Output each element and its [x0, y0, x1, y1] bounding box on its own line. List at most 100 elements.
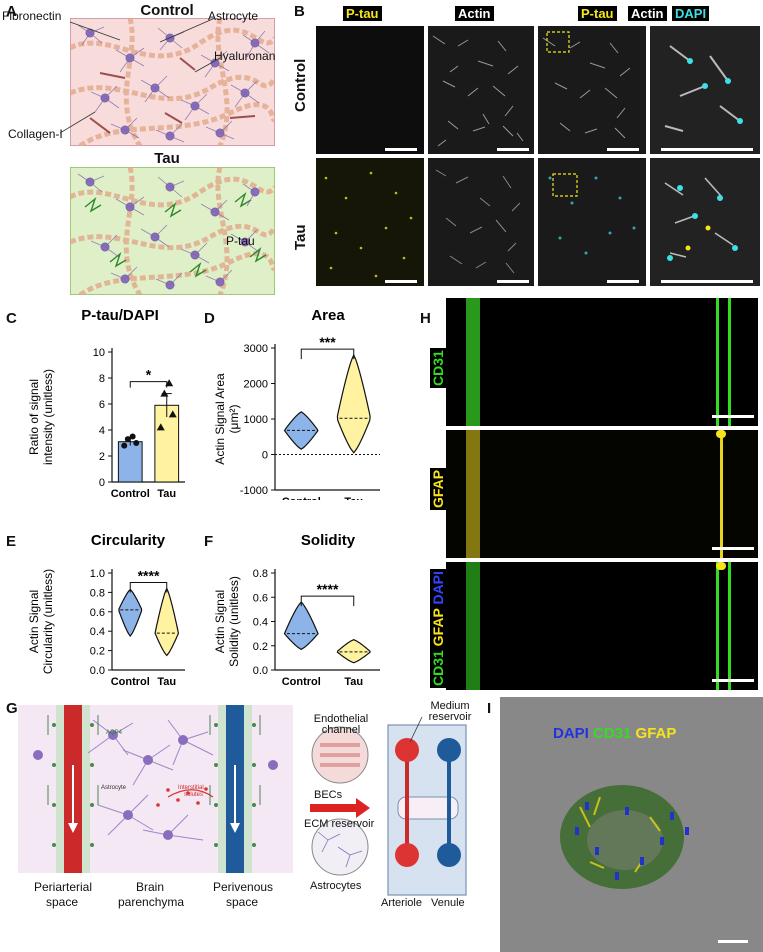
row-label-cd31: CD31: [430, 348, 446, 388]
bar: [117, 441, 143, 483]
label-astrocytes: Astrocytes: [310, 880, 362, 892]
scale-bar: [497, 148, 529, 151]
y-axis-label: Actin Signal Area: [213, 373, 227, 465]
data-point: [133, 440, 140, 446]
channel-label-actin: Actin: [455, 6, 494, 21]
label-fibronectin: Fibronectin: [2, 9, 62, 23]
y-tick-label: 0.2: [253, 641, 268, 653]
channel-label-ptau: P-tau: [343, 6, 382, 21]
y-tick-label: 0: [262, 450, 268, 462]
violin-shape: [118, 588, 143, 638]
micrograph-tau-actin: [428, 158, 534, 286]
x-tick-label: Tau: [157, 676, 176, 688]
data-point: [121, 442, 128, 449]
chart-title: Area: [311, 307, 345, 324]
label-cd31-i: CD31: [593, 725, 632, 742]
scale-bar: [661, 148, 753, 151]
label-gfap-i: GFAP: [635, 725, 677, 742]
scale-bar: [385, 280, 417, 283]
micrograph-control-zoom: [650, 26, 760, 154]
y-tick-label: -1000: [240, 485, 268, 497]
matrix-tau-illustration: [70, 167, 275, 295]
violin-shape: [336, 639, 371, 664]
label-brain: Brain: [136, 880, 165, 894]
y-tick-label: 0.2: [90, 646, 105, 658]
data-point: [129, 433, 136, 440]
scale-bar: [712, 547, 754, 550]
micrograph-cd31: [446, 298, 758, 426]
micrograph-tau-merge: [538, 158, 646, 286]
row-label-merge: CD31 GFAP DAPI: [430, 569, 446, 688]
y-tick-label: 10: [93, 347, 105, 359]
label-dapi: DAPI: [430, 571, 446, 605]
violin-shape: [336, 353, 371, 454]
y-axis-label: Solidity (unitless): [227, 576, 241, 667]
channel-label-merge-dapi: DAPI: [672, 6, 710, 21]
label-gfap: GFAP: [430, 608, 446, 647]
label-collagen: Collagen-I: [8, 127, 63, 141]
violin-shape: [283, 411, 319, 450]
scale-bar: [718, 940, 748, 943]
x-tick-label: Control: [282, 496, 321, 500]
data-point: [124, 436, 131, 443]
y-axis-label: Circularity (unitless): [41, 569, 55, 674]
brain-perivascular-illustration: [18, 705, 293, 873]
panel-label-h: H: [420, 310, 431, 327]
label-solutes: solutes: [184, 792, 204, 798]
scale-bar: [661, 280, 753, 283]
y-axis-label: Actin Signal: [213, 590, 227, 653]
legend-3d-render: DAPI CD31 GFAP: [553, 725, 676, 742]
x-tick-label: Tau: [344, 496, 363, 500]
significance-marker: ****: [138, 568, 160, 584]
significance-bracket: [300, 348, 355, 360]
label-aqp4: AQP4: [106, 730, 123, 736]
y-axis-label: Actin Signal: [27, 590, 41, 653]
violin-shape: [283, 601, 319, 651]
panel-a-tau-title: Tau: [154, 150, 180, 167]
panel-label-c: C: [6, 310, 17, 327]
y-axis-label: Ratio of signal: [27, 379, 41, 455]
scale-bar: [497, 280, 529, 283]
chart-title: Solidity: [301, 532, 356, 549]
y-tick-label: 4: [99, 425, 105, 437]
chart-title: P-tau/DAPI: [81, 307, 159, 324]
scale-bar: [712, 679, 754, 682]
label-hyaluronan: Hyaluronan: [214, 49, 276, 63]
label-ptau: P-tau: [226, 234, 255, 248]
chart-ptau-dapi: P-tau/DAPI Ratio of signal intensity (unit…: [27, 307, 185, 500]
row-label-tau: Tau: [292, 224, 309, 250]
label-astrocyte: Astrocyte: [208, 9, 259, 23]
scale-bar: [385, 148, 417, 151]
y-tick-label: 6: [99, 399, 105, 411]
y-tick-label: 0.4: [253, 617, 268, 629]
panel-label-f: F: [204, 533, 214, 550]
micrograph-tau-zoom: [650, 158, 760, 286]
y-tick-label: 0.6: [253, 592, 268, 604]
scale-bar: [712, 415, 754, 418]
y-tick-label: 0.6: [90, 607, 105, 619]
significance-marker: *: [146, 367, 152, 383]
label-periarterial: Periarterial: [34, 880, 93, 894]
label-cd31: CD31: [430, 650, 446, 686]
label-interstitial: Interstitial: [178, 785, 204, 791]
chip-schematic: [310, 716, 467, 896]
panel-label-e: E: [6, 533, 17, 550]
label-channel: channel: [321, 724, 361, 736]
panel-label-b: B: [294, 3, 305, 20]
label-becs: BECs: [314, 789, 343, 801]
panel-a-control-title: Control: [140, 2, 194, 19]
y-tick-label: 0.0: [90, 665, 105, 677]
y-axis-label: (μm²): [227, 405, 241, 434]
chart-area: Area Actin Signal Area (μm²) -1000 0 1000 2000…: [213, 307, 380, 500]
panel-label-a: A: [6, 3, 17, 20]
x-tick-label: Control: [111, 676, 150, 688]
chart-solidity: Solidity Actin Signal Solidity (unitless) 0…: [213, 532, 380, 688]
micrograph-control-merge: [538, 26, 646, 154]
data-point: [160, 389, 169, 397]
chart-circularity: Circularity Actin Signal Circularity (unit…: [27, 532, 185, 688]
micrograph-tau-ptau: [316, 158, 424, 286]
scale-bar: [607, 280, 639, 283]
violin-shape: [154, 587, 180, 657]
panel-label-i: I: [487, 700, 492, 717]
y-tick-label: 0: [99, 477, 105, 489]
